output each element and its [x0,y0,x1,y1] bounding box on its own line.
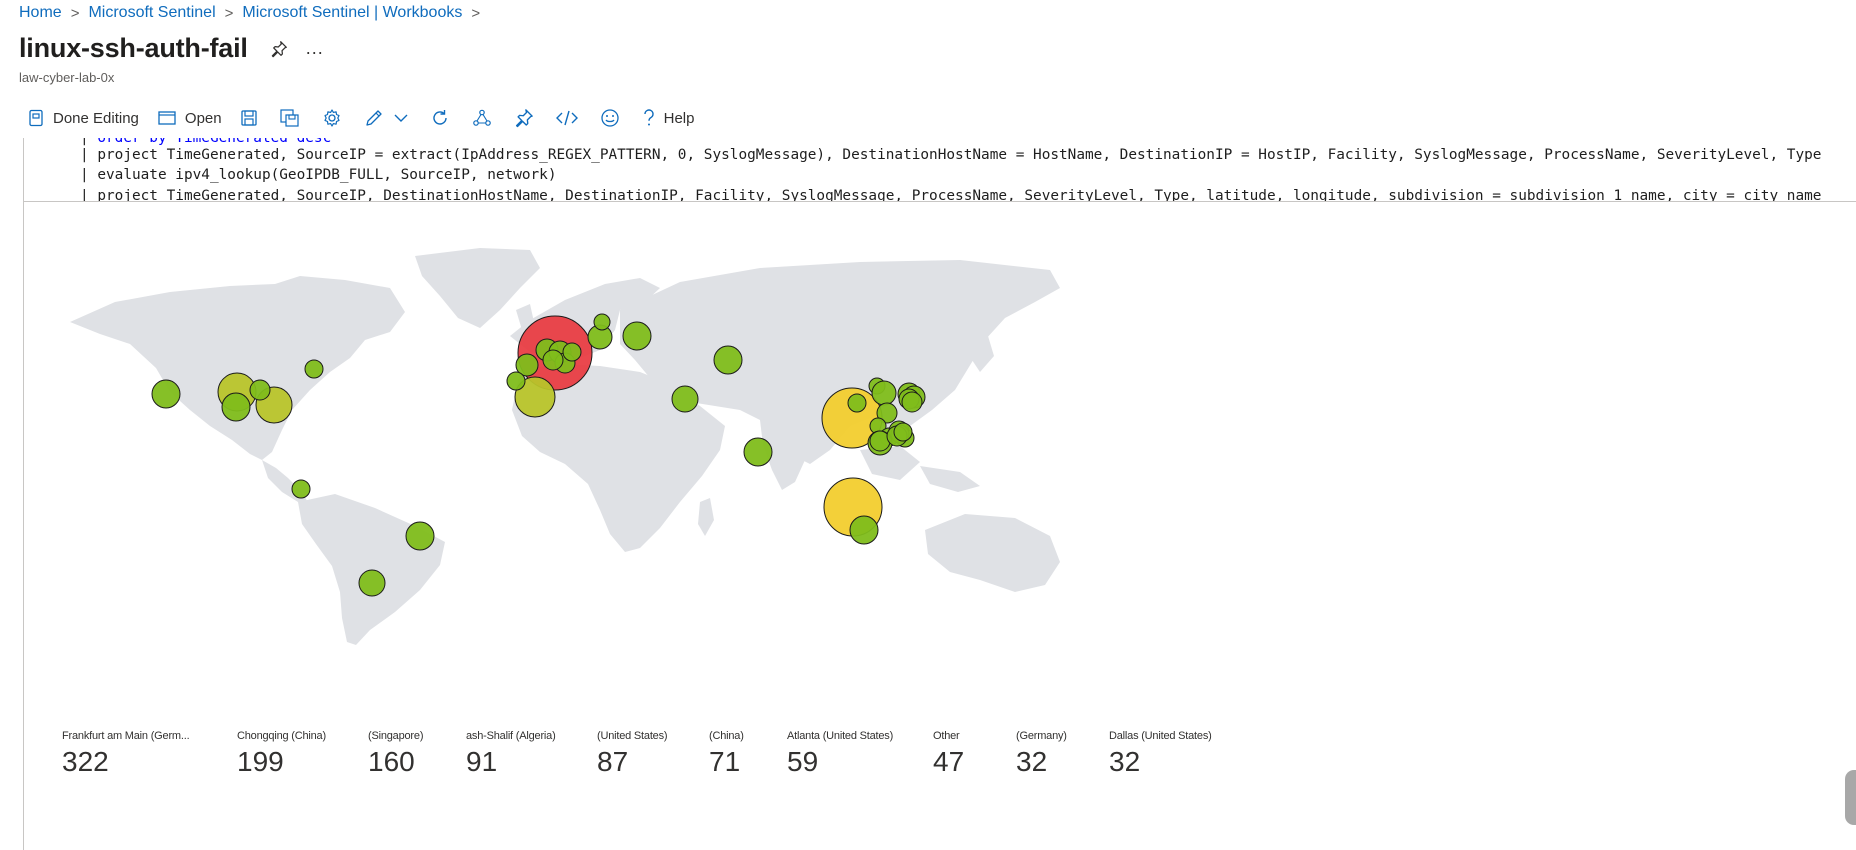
tile[interactable]: Chongqing (China) 199 [237,730,326,778]
tile-label: (China) [709,730,744,742]
tile-label: (Singapore) [368,730,424,742]
map-marker[interactable] [901,391,923,413]
done-editing-button[interactable]: Done Editing [27,109,139,127]
map-marker[interactable] [713,345,743,375]
tile[interactable]: (United States) 87 [597,730,668,778]
map-marker[interactable] [847,393,867,413]
code-line: | project TimeGenerated, SourceIP, Desti… [80,188,1822,202]
tile-value: 87 [597,746,629,777]
breadcrumb-separator: > [224,4,234,22]
tile-value: 322 [62,746,109,777]
tile-label: (Germany) [1016,730,1067,742]
map-marker[interactable] [622,321,652,351]
tile-label: Frankfurt am Main (Germ... [62,730,190,742]
breadcrumb-separator: > [70,4,80,22]
content-left-border [23,138,24,850]
world-map[interactable] [60,240,1070,650]
breadcrumb-workbooks[interactable]: Microsoft Sentinel | Workbooks [242,4,463,21]
map-marker[interactable] [849,515,879,545]
settings-icon[interactable] [322,108,342,128]
tile-value: 199 [237,746,284,777]
tile[interactable]: (Germany) 32 [1016,730,1067,778]
map-markers [151,313,926,597]
breadcrumb-home[interactable]: Home [19,4,62,21]
pin-icon[interactable] [270,40,288,58]
help-icon [643,109,654,126]
breadcrumb-separator: > [471,4,481,22]
more-actions-button[interactable]: ... [305,38,324,58]
scrollbar-thumb[interactable] [1845,770,1856,825]
tile-label: Other [933,730,960,742]
query-editor[interactable]: | order by TimeGenerated desc | project … [24,138,1856,202]
done-editing-label: Done Editing [53,109,139,127]
map-marker[interactable] [876,402,898,424]
code-line: | order by TimeGenerated desc [80,138,331,146]
done-editing-icon [29,109,43,127]
tile-label: Chongqing (China) [237,730,326,742]
open-button[interactable]: Open [157,109,222,127]
share-icon[interactable] [472,108,492,128]
map-marker[interactable] [562,342,582,362]
map-marker[interactable] [151,379,181,409]
pin-to-dashboard-icon[interactable] [514,108,534,128]
map-marker[interactable] [893,422,913,442]
refresh-icon[interactable] [430,108,450,128]
toolbar: Done Editing Open Help [27,104,712,132]
edit-icon[interactable] [364,108,384,128]
tile[interactable]: (China) 71 [709,730,744,778]
tile[interactable]: ash-Shalif (Algeria) 91 [466,730,556,778]
code-line-0: order by TimeGenerated desc [97,138,332,146]
open-icon [158,111,176,125]
tile-label: Atlanta (United States) [787,730,894,742]
map-marker[interactable] [304,359,324,379]
title-row: linux-ssh-auth-fail ... [19,33,324,64]
tile[interactable]: Dallas (United States) 32 [1109,730,1212,778]
tile-value: 32 [1016,746,1048,777]
code-line-3: project TimeGenerated, SourceIP, Destina… [97,188,1822,202]
tile-value: 32 [1109,746,1141,777]
map-marker[interactable] [514,376,556,418]
code-line: | evaluate ipv4_lookup(GeoIPDB_FULL, Sou… [80,167,557,183]
map-marker[interactable] [506,371,526,391]
breadcrumb: Home > Microsoft Sentinel > Microsoft Se… [19,4,489,22]
breadcrumb-microsoft-sentinel[interactable]: Microsoft Sentinel [88,4,216,21]
map-marker[interactable] [743,437,773,467]
help-label: Help [663,109,695,127]
code-icon[interactable] [555,109,578,127]
tile-label: Dallas (United States) [1109,730,1212,742]
tile-label: ash-Shalif (Algeria) [466,730,556,742]
tile-value: 71 [709,746,741,777]
map-marker[interactable] [405,521,435,551]
save-as-icon[interactable] [280,109,300,127]
map-marker[interactable] [291,479,311,499]
tile-label: (United States) [597,730,668,742]
tile[interactable]: Frankfurt am Main (Germ... 322 [62,730,190,778]
resource-subtitle: law-cyber-lab-0x [19,70,115,85]
tile-value: 160 [368,746,415,777]
tile-value: 47 [933,746,965,777]
tile[interactable]: (Singapore) 160 [368,730,423,778]
map-marker[interactable] [515,353,539,377]
tile-value: 91 [466,746,498,777]
page-title: linux-ssh-auth-fail [19,33,248,63]
chevron-down-icon[interactable] [394,113,408,123]
map-marker[interactable] [358,569,386,597]
map-marker[interactable] [871,380,897,406]
map-marker[interactable] [249,379,271,401]
map-marker[interactable] [671,385,699,413]
tile[interactable]: Atlanta (United States) 59 [787,730,893,778]
code-line-1: project TimeGenerated, SourceIP = extrac… [97,147,1822,163]
tile[interactable]: Other 47 [933,730,964,778]
feedback-icon[interactable] [600,108,620,128]
save-icon[interactable] [240,109,258,127]
map-land [70,248,1060,645]
map-marker[interactable] [593,313,611,331]
help-button[interactable]: Help [642,108,695,128]
code-line-2: evaluate ipv4_lookup(GeoIPDB_FULL, Sourc… [97,167,557,183]
open-label: Open [184,109,222,127]
map-marker[interactable] [542,349,564,371]
tile-value: 59 [787,746,819,777]
code-line: | project TimeGenerated, SourceIP = extr… [80,147,1822,163]
map-marker[interactable] [221,392,251,422]
